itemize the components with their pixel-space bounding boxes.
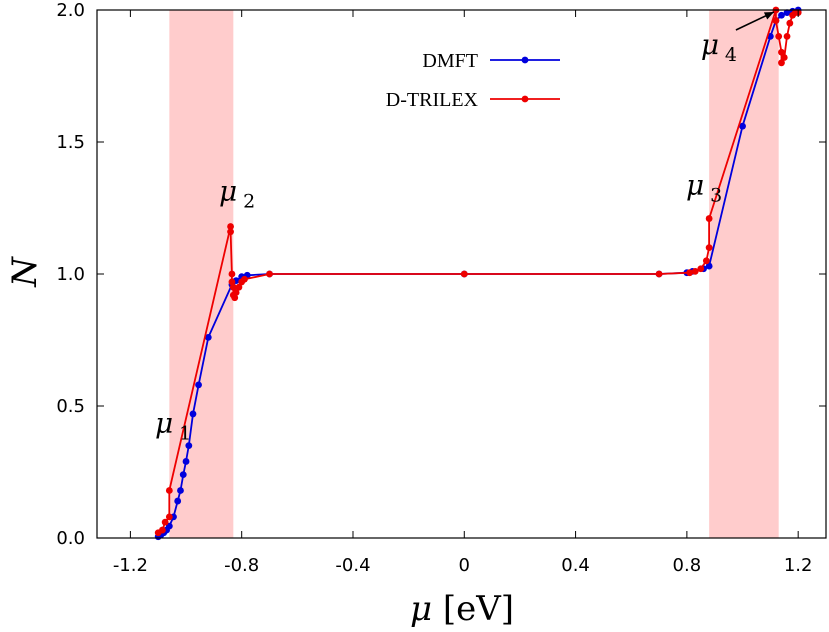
x-tick-label: -0.4 xyxy=(335,555,370,576)
data-point xyxy=(179,471,187,479)
data-point xyxy=(778,11,785,19)
annotation-subscript: 2 xyxy=(243,190,255,212)
annotation-subscript: 1 xyxy=(179,422,191,444)
data-point xyxy=(705,262,713,270)
legend-label: DMFT xyxy=(422,50,478,72)
data-point xyxy=(185,442,193,449)
data-point xyxy=(158,526,166,534)
data-point xyxy=(228,278,236,286)
annotations: μ 1μ 2 μ 3μ 4 xyxy=(155,11,775,444)
data-point xyxy=(204,333,212,341)
data-point xyxy=(786,19,794,27)
legend-marker xyxy=(521,95,529,103)
legend-label: D-TRILEX xyxy=(386,89,479,111)
y-tick-label: 1.5 xyxy=(56,132,85,153)
legend: DMFT D-TRILEX xyxy=(386,50,560,111)
y-tick-label: 2.0 xyxy=(56,0,85,21)
data-point xyxy=(165,513,173,521)
y-tick-label: 0.0 xyxy=(56,528,85,549)
data-point xyxy=(228,270,236,278)
data-point xyxy=(697,265,705,273)
data-point xyxy=(778,48,785,56)
data-point xyxy=(705,215,713,222)
data-point xyxy=(705,244,713,252)
data-point xyxy=(460,270,468,278)
x-tick-label: -1.2 xyxy=(113,555,148,576)
data-point xyxy=(161,518,169,526)
annotation-symbol: μ xyxy=(686,169,704,202)
data-point xyxy=(266,270,273,278)
data-point xyxy=(165,487,173,494)
x-tick-label: 1.2 xyxy=(784,555,813,576)
shaded-region-1 xyxy=(169,10,234,538)
x-tick-label: 0 xyxy=(459,555,470,576)
annotation-subscript: 4 xyxy=(725,44,737,66)
data-point xyxy=(231,294,239,302)
data-point xyxy=(235,283,243,291)
data-point xyxy=(177,487,184,494)
legend-item-d-trilex: D-TRILEX xyxy=(386,89,560,111)
data-point xyxy=(189,410,197,418)
data-point xyxy=(174,497,182,505)
data-point xyxy=(702,257,710,265)
annotation-symbol: μ xyxy=(219,174,237,207)
data-point xyxy=(780,54,788,61)
x-tick-label: 0.4 xyxy=(561,555,590,576)
x-tick-label: 0.8 xyxy=(673,555,702,576)
legend-marker xyxy=(521,56,529,64)
data-point xyxy=(182,458,190,465)
legend-item-dmft: DMFT xyxy=(422,50,560,72)
data-point xyxy=(783,9,791,17)
y-tick-label: 1.0 xyxy=(56,264,85,285)
data-point xyxy=(232,289,240,296)
annotation-arrowhead xyxy=(763,12,774,20)
data-point xyxy=(686,269,694,277)
data-point xyxy=(778,59,785,67)
x-axis-title: μ [eV] xyxy=(410,589,514,629)
shaded-regions xyxy=(169,10,779,538)
annotation-symbol: μ xyxy=(701,28,719,61)
data-point xyxy=(241,275,248,283)
data-point xyxy=(195,381,202,389)
x-tick-label: -0.8 xyxy=(224,555,259,576)
y-tick-label: 0.5 xyxy=(56,396,85,417)
shaded-region-2 xyxy=(709,10,779,538)
y-axis-title: N xyxy=(5,256,45,288)
data-point xyxy=(775,33,783,40)
series-layer xyxy=(154,6,802,541)
annotation-symbol: μ xyxy=(155,406,173,439)
svg-text:N: N xyxy=(5,256,45,288)
data-point xyxy=(655,270,663,278)
data-point xyxy=(229,283,237,291)
data-point xyxy=(783,33,791,40)
data-point xyxy=(739,122,746,130)
axis-ticks: -1.2 -0.8 -0.4 0 0.4 0.8 1.2 0.0 0.5 1.0 1.5 2.0 xyxy=(56,0,826,576)
data-point xyxy=(227,228,234,236)
annotation-subscript: 3 xyxy=(710,185,722,207)
svg-text:μ [eV]: μ [eV] xyxy=(410,589,514,629)
data-point xyxy=(691,267,699,275)
data-point xyxy=(227,223,234,230)
data-point xyxy=(772,17,780,24)
